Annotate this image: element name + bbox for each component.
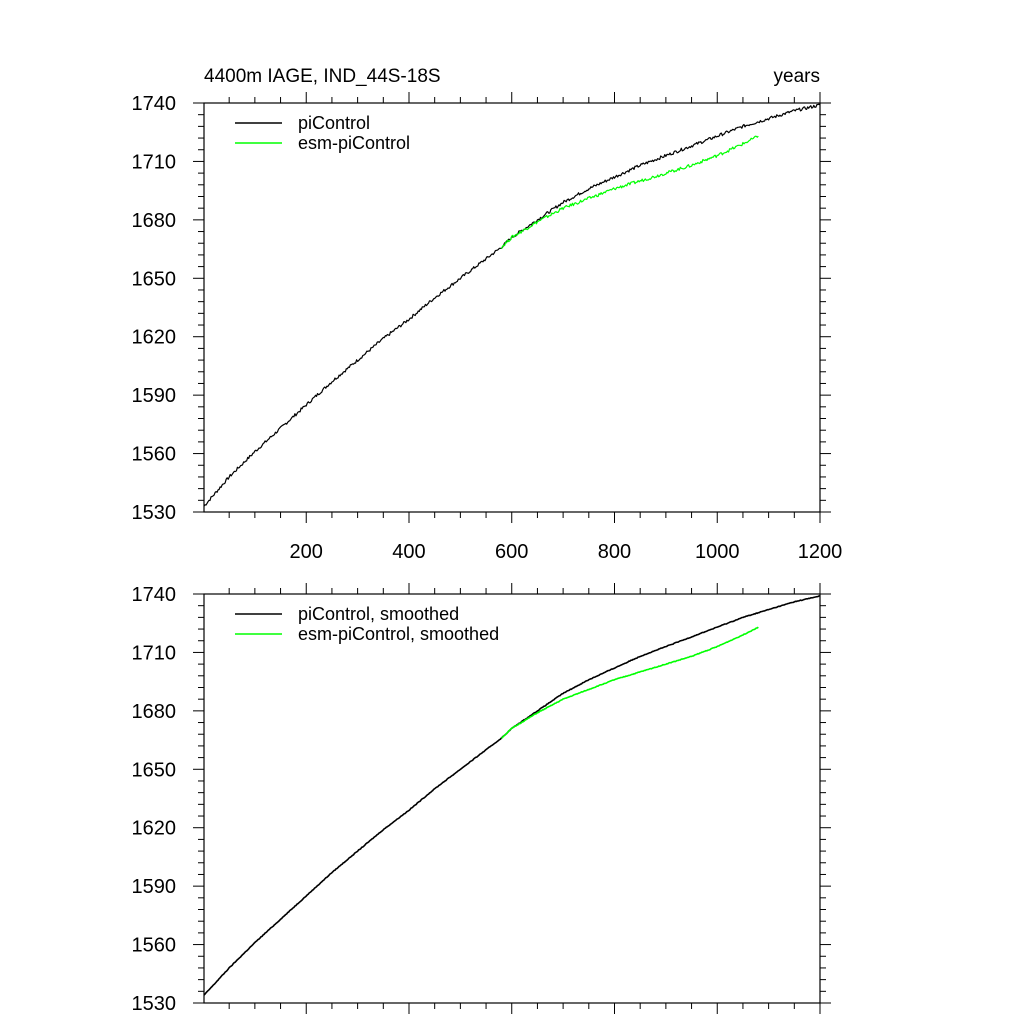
legend-label: esm-piControl: [298, 133, 410, 153]
x-tick-label: 800: [598, 541, 631, 563]
y-tick-label: 1710: [132, 642, 177, 664]
legend-label: piControl: [298, 113, 370, 133]
y-tick-label: 1530: [132, 993, 177, 1015]
plot-frame: [203, 102, 821, 513]
chart-title: 4400m IAGE, IND_44S-18S: [204, 66, 441, 87]
x-tick-label: 1000: [695, 541, 740, 563]
y-tick-label: 1590: [132, 385, 177, 407]
top-panel: 1530 1560 1590 1620 1650 1680 1710 1740 200 400 60…: [132, 92, 843, 563]
y-tick-label: 1530: [132, 502, 177, 524]
series-line-picontrol-smoothed: [203, 595, 820, 996]
legend-label: esm-piControl, smoothed: [298, 624, 499, 644]
series-line-picontrol: [203, 103, 821, 507]
y-tick-label: 1620: [132, 327, 177, 349]
y-tick-label: 1740: [132, 93, 177, 115]
x-tick-label: 200: [290, 541, 323, 563]
y-tick-label: 1680: [132, 701, 177, 723]
x-tick-label: 600: [495, 541, 528, 563]
y-tick-label: 1590: [132, 876, 177, 898]
x-tick-label: 400: [392, 541, 425, 563]
y-tick-label: 1560: [132, 935, 177, 957]
plot-frame: [203, 593, 821, 1004]
series-line-esm-picontrol-smoothed: [500, 626, 759, 739]
y-tick-label: 1560: [132, 444, 177, 466]
series-line-esm-picontrol: [500, 135, 759, 249]
y-tick-label: 1680: [132, 210, 177, 232]
y-tick-label: 1620: [132, 818, 177, 840]
y-tick-label: 1650: [132, 759, 177, 781]
y-tick-label: 1740: [132, 584, 177, 606]
legend-label: piControl, smoothed: [298, 604, 459, 624]
x-tick-label: 1200: [798, 541, 843, 563]
bottom-panel: 1530 1560 1590 1620 1650 1680 1710 1740 piContro…: [132, 583, 831, 1015]
y-tick-label: 1710: [132, 151, 177, 173]
x-units-label: years: [774, 66, 820, 87]
y-tick-label: 1650: [132, 268, 177, 290]
